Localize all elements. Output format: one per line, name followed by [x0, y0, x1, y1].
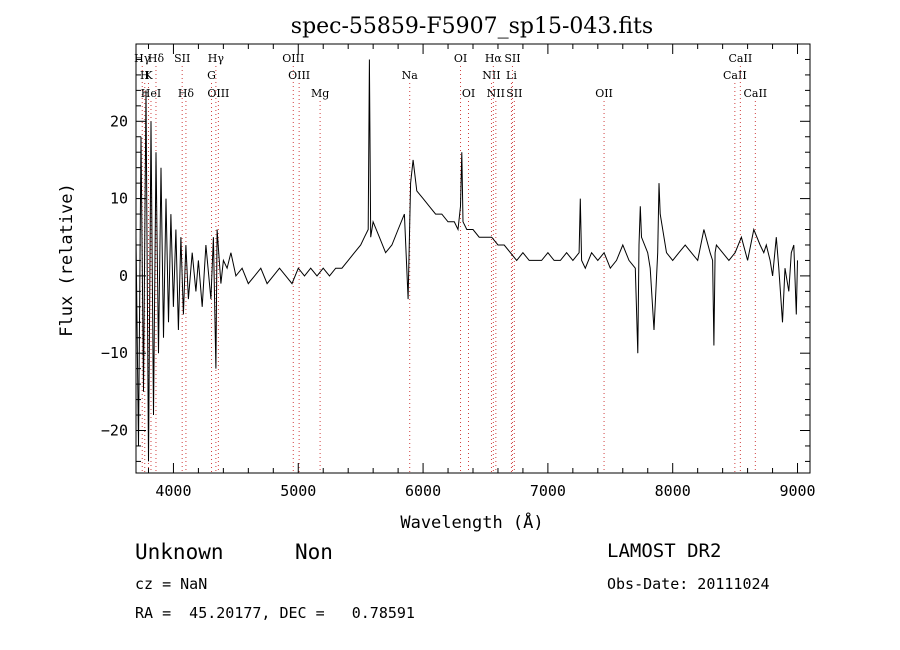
line-marker-label: OIII: [282, 52, 304, 65]
line-marker-label: Hδ: [178, 87, 195, 100]
x-axis-label: Wavelength (Å): [400, 511, 543, 533]
line-marker-label: OII: [595, 87, 613, 100]
spectrum-line: [136, 59, 798, 462]
line-marker-label: OIII: [207, 87, 229, 100]
line-marker-label: CaII: [743, 87, 767, 100]
coordinates-label: RA = 45.20177, DEC = 0.78591: [135, 604, 415, 622]
line-marker-label: Hγ: [208, 52, 225, 65]
survey-label: LAMOST DR2: [607, 540, 722, 562]
plot-layer: [136, 59, 798, 462]
line-marker-label: H: [140, 69, 150, 82]
line-marker-label: NII: [482, 69, 500, 82]
line-marker-label: K: [144, 69, 153, 82]
line-marker-label: Li: [506, 69, 517, 82]
line-marker-label: Hγ: [134, 52, 151, 65]
axis-layer: 4000 5000 6000 7000 8000 9000 −20 −10 0 10 20: [101, 44, 816, 500]
x-tick-label: 7000: [530, 482, 566, 500]
line-marker-label: SII: [506, 87, 522, 100]
line-marker-label: CaII: [723, 69, 747, 82]
line-marker-label: CaII: [729, 52, 753, 65]
obs-date-label: Obs-Date: 20111024: [607, 575, 770, 593]
line-marker-label: SII: [504, 52, 520, 65]
subclass-label: Non: [295, 540, 333, 564]
y-axis-label: Flux (relative): [57, 183, 77, 337]
x-tick-label: 5000: [280, 482, 316, 500]
x-tick-label: 8000: [655, 482, 691, 500]
redshift-label: cz = NaN: [135, 575, 208, 593]
line-marker-label: Hδ: [148, 52, 165, 65]
y-tick-label: −20: [101, 421, 128, 439]
line-marker-label: HeI: [141, 87, 161, 100]
y-tick-label: 10: [110, 190, 128, 208]
line-marker-label: OI: [454, 52, 467, 65]
x-tick-label: 4000: [155, 482, 191, 500]
line-marker-label: Mg: [311, 87, 329, 100]
y-tick-label: 0: [119, 267, 128, 285]
y-tick-label: 20: [110, 112, 128, 130]
y-tick-label: −10: [101, 344, 128, 362]
x-tick-label: 9000: [779, 482, 815, 500]
line-marker-label: Hα: [485, 52, 503, 65]
class-label: Unknown: [135, 540, 224, 564]
line-marker-label: OI: [462, 87, 475, 100]
line-marker-label: SII: [174, 52, 190, 65]
line-marker-label: Na: [402, 69, 419, 82]
plot-frame: [135, 43, 811, 474]
line-marker-label: OIII: [288, 69, 310, 82]
line-marker-label: G: [207, 69, 216, 82]
chart-title: spec-55859-F5907_sp15-043.fits: [291, 14, 653, 39]
line-marker-label: NII: [487, 87, 505, 100]
x-tick-label: 6000: [405, 482, 441, 500]
